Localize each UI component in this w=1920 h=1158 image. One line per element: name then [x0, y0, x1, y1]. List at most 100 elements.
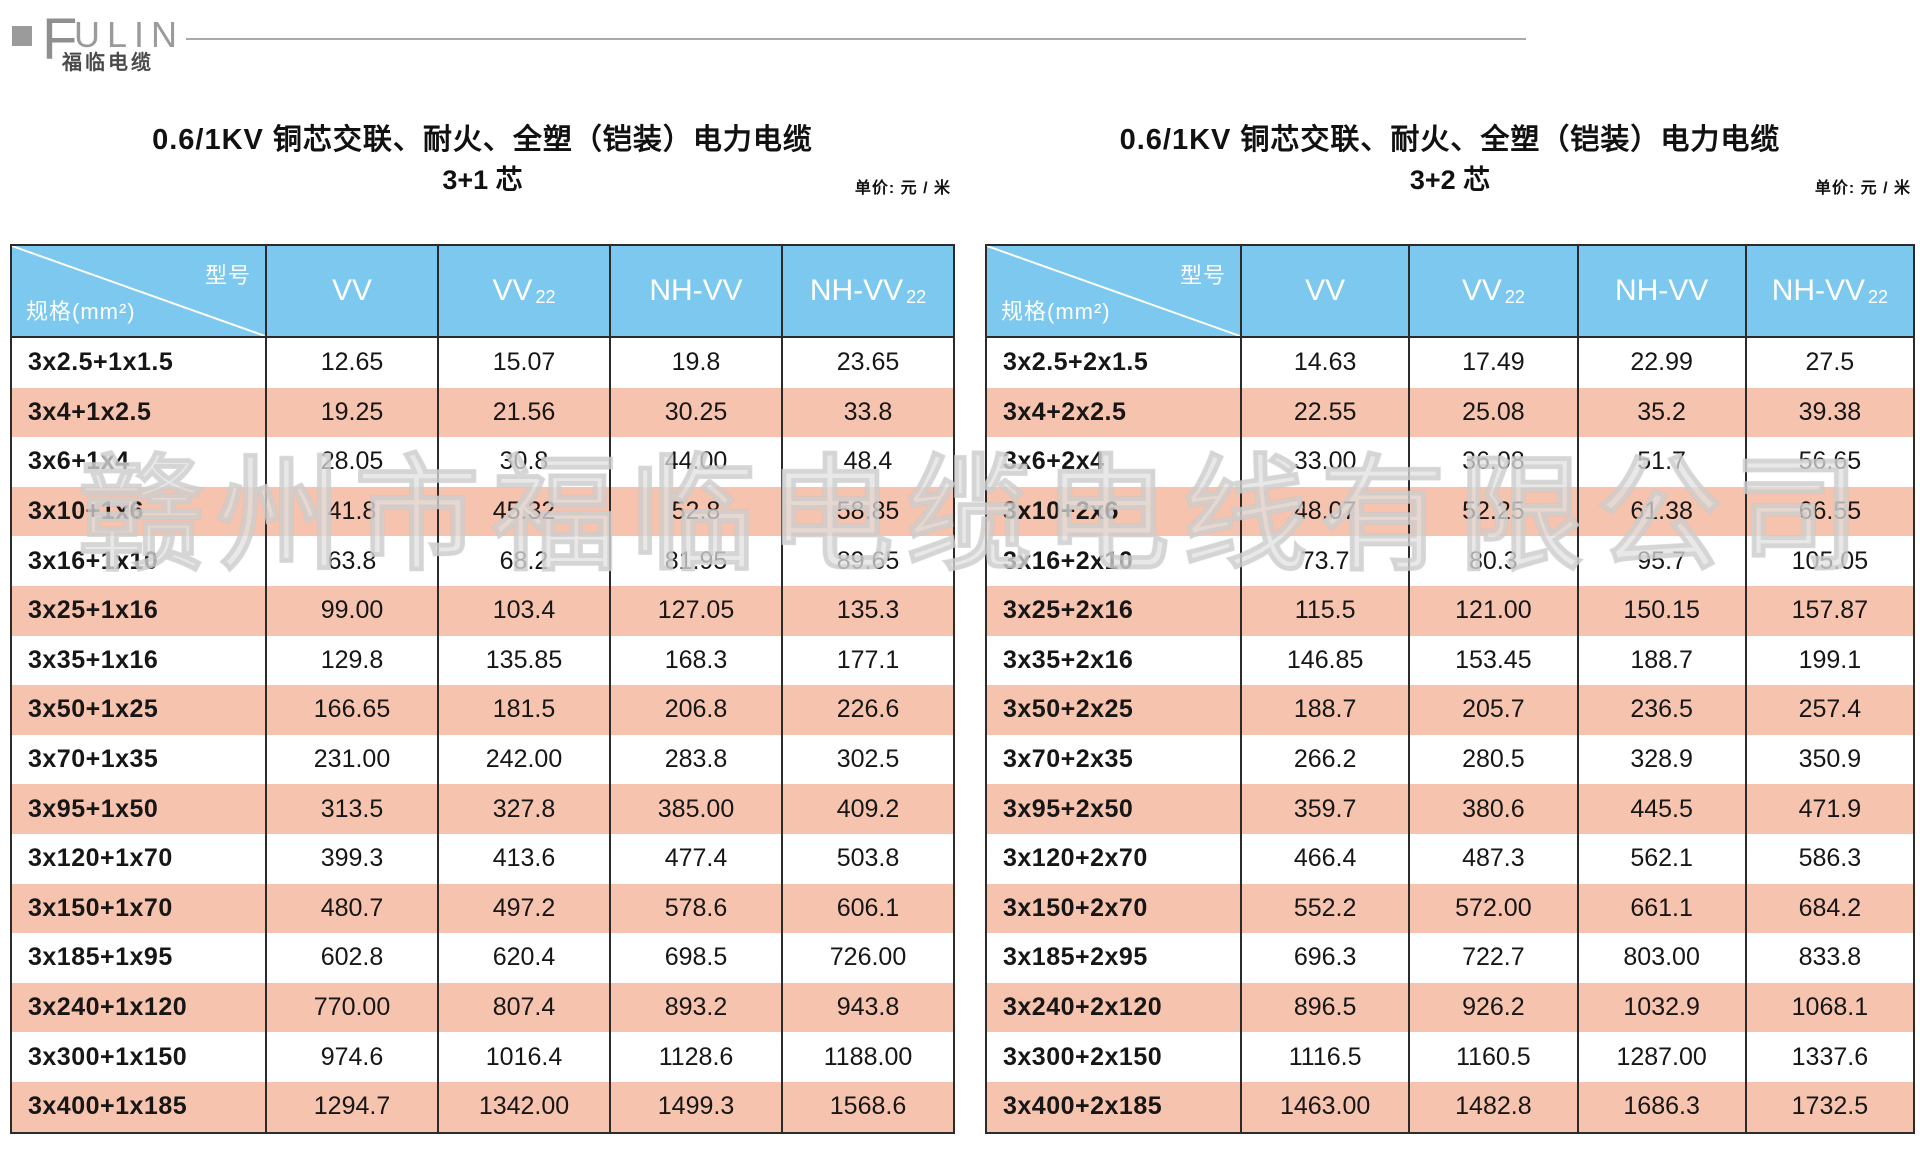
price-cell: 206.8 [609, 685, 781, 735]
spec-cell: 3x70+1x35 [28, 745, 159, 774]
price-cell: 242.00 [437, 734, 609, 785]
spec-cell: 3x4+1x2.5 [28, 397, 152, 426]
price-cell: 36.08 [1408, 437, 1576, 487]
table-row: 3x240+2x120 896.5 926.2 1032.9 1068.1 [987, 982, 1913, 1033]
price-cell: 115.5 [1240, 585, 1408, 636]
price-cell: 359.7 [1240, 784, 1408, 834]
column-header-vv: VV [265, 246, 437, 336]
price-cell: 327.8 [437, 784, 609, 834]
price-cell: 266.2 [1240, 734, 1408, 785]
price-cell: 1342.00 [437, 1081, 609, 1132]
price-cell: 63.8 [265, 536, 437, 586]
price-cell: 1188.00 [781, 1032, 953, 1082]
price-cell: 1128.6 [609, 1032, 781, 1082]
price-table-3plus2: 型号 规格(mm²) VV VV 22 NH-VV NH-VV 22 3x2.5+2x1.… [985, 244, 1915, 1134]
price-cell: 45.32 [437, 486, 609, 537]
table-row: 3x25+2x16 115.5 121.00 150.15 157.87 [987, 585, 1913, 636]
table-row: 3x95+1x50 313.5 327.8 385.00 409.2 [12, 784, 953, 834]
price-cell: 168.3 [609, 635, 781, 686]
price-cell: 445.5 [1576, 784, 1745, 834]
spec-cell: 3x185+1x95 [28, 943, 173, 972]
spec-cell: 3x10+2x6 [1003, 497, 1119, 526]
spec-cell: 3x2.5+2x1.5 [1003, 348, 1149, 377]
price-cell: 177.1 [781, 635, 953, 686]
spec-cell: 3x25+2x16 [1003, 596, 1134, 625]
price-cell: 127.05 [609, 585, 781, 636]
table-row: 3x50+1x25 166.65 181.5 206.8 226.6 [12, 685, 953, 735]
price-cell: 1116.5 [1240, 1032, 1408, 1082]
price-cell: 684.2 [1744, 883, 1913, 934]
price-cell: 480.7 [265, 883, 437, 934]
price-cell: 1732.5 [1744, 1081, 1913, 1132]
price-cell: 157.87 [1744, 585, 1913, 636]
table-title: 0.6/1KV 铜芯交联、耐火、全塑（铠装）电力电缆 [1119, 124, 1781, 156]
price-cell: 280.5 [1408, 734, 1576, 785]
price-cell: 48.07 [1240, 486, 1408, 537]
spec-cell: 3x240+2x120 [1003, 993, 1163, 1022]
price-cell: 25.08 [1408, 387, 1576, 438]
spec-cell: 3x10+1x6 [28, 497, 144, 526]
price-cell: 56.65 [1744, 437, 1913, 487]
price-cell: 661.1 [1576, 883, 1745, 934]
price-cell: 129.8 [265, 635, 437, 686]
spec-cell: 3x35+1x16 [28, 645, 159, 674]
price-cell: 313.5 [265, 784, 437, 834]
price-cell: 1016.4 [437, 1032, 609, 1082]
price-cell: 562.1 [1576, 833, 1745, 884]
spec-cell: 3x6+2x4 [1003, 447, 1105, 476]
table-row: 3x4+1x2.5 19.25 21.56 30.25 33.8 [12, 387, 953, 438]
price-cell: 105.05 [1744, 536, 1913, 586]
diagonal-line [12, 246, 265, 336]
price-cell: 586.3 [1744, 833, 1913, 884]
spec-cell: 3x2.5+1x1.5 [28, 348, 174, 377]
price-cell: 146.85 [1240, 635, 1408, 686]
price-cell: 135.3 [781, 585, 953, 636]
table-block-3plus2: 0.6/1KV 铜芯交联、耐火、全塑（铠装）电力电缆 3+2 芯 单价: 元 /… [985, 0, 1915, 1158]
price-cell: 23.65 [781, 338, 953, 388]
table-row: 3x70+1x35 231.00 242.00 283.8 302.5 [12, 734, 953, 785]
spec-cell: 3x4+2x2.5 [1003, 397, 1127, 426]
table-header-row: 型号 规格(mm²) VV VV 22 NH-VV NH-VV 22 [12, 246, 953, 338]
price-cell: 552.2 [1240, 883, 1408, 934]
price-cell: 80.3 [1408, 536, 1576, 586]
type-label: 型号 [1179, 263, 1226, 288]
table-row: 3x300+1x150 974.6 1016.4 1128.6 1188.00 [12, 1032, 953, 1082]
spec-label: 规格(mm²) [1001, 299, 1111, 324]
column-header-nh-vv22: NH-VV 22 [781, 246, 953, 336]
table-block-3plus1: 0.6/1KV 铜芯交联、耐火、全塑（铠装）电力电缆 3+1 芯 单价: 元 /… [10, 0, 955, 1158]
price-cell: 236.5 [1576, 685, 1745, 735]
price-cell: 14.63 [1240, 338, 1408, 388]
price-cell: 17.49 [1408, 338, 1576, 388]
price-cell: 30.25 [609, 387, 781, 438]
price-cell: 497.2 [437, 883, 609, 934]
spec-cell: 3x50+1x25 [28, 695, 159, 724]
table-row: 3x95+2x50 359.7 380.6 445.5 471.9 [987, 784, 1913, 834]
spec-cell: 3x70+2x35 [1003, 745, 1134, 774]
price-cell: 188.7 [1576, 635, 1745, 686]
price-cell: 1482.8 [1408, 1081, 1576, 1132]
table-row: 3x120+2x70 466.4 487.3 562.1 586.3 [987, 833, 1913, 884]
price-cell: 33.8 [781, 387, 953, 438]
price-cell: 350.9 [1744, 734, 1913, 785]
price-cell: 466.4 [1240, 833, 1408, 884]
table-row: 3x70+2x35 266.2 280.5 328.9 350.9 [987, 734, 1913, 785]
table-row: 3x150+2x70 552.2 572.00 661.1 684.2 [987, 883, 1913, 934]
price-cell: 28.05 [265, 437, 437, 487]
price-cell: 409.2 [781, 784, 953, 834]
table-row: 3x150+1x70 480.7 497.2 578.6 606.1 [12, 883, 953, 934]
spec-cell: 3x95+2x50 [1003, 794, 1134, 823]
table-row: 3x4+2x2.5 22.55 25.08 35.2 39.38 [987, 387, 1913, 438]
price-cell: 44.00 [609, 437, 781, 487]
diagonal-line [987, 246, 1240, 336]
price-cell: 22.99 [1576, 338, 1745, 388]
table-row: 3x50+2x25 188.7 205.7 236.5 257.4 [987, 685, 1913, 735]
price-cell: 52.8 [609, 486, 781, 537]
price-cell: 61.38 [1576, 486, 1745, 537]
table-header-row: 型号 规格(mm²) VV VV 22 NH-VV NH-VV 22 [987, 246, 1913, 338]
price-cell: 231.00 [265, 734, 437, 785]
price-cell: 602.8 [265, 933, 437, 983]
price-cell: 19.8 [609, 338, 781, 388]
table-row: 3x2.5+1x1.5 12.65 15.07 19.8 23.65 [12, 338, 953, 388]
price-cell: 181.5 [437, 685, 609, 735]
